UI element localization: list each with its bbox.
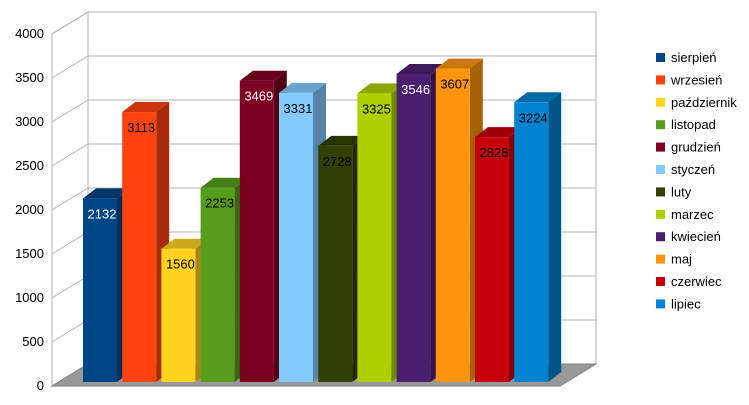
- data-label: 3113: [127, 120, 155, 135]
- gridline: [51, 55, 596, 79]
- y-tick-label: 500: [22, 334, 44, 349]
- legend: sierpień wrzesień październik listopad grudz…: [656, 50, 737, 311]
- bar-top: [435, 58, 483, 69]
- bar-front: [161, 248, 196, 382]
- y-tick-label: 2500: [15, 158, 44, 173]
- data-label: 3331: [284, 101, 313, 116]
- legend-swatch: [656, 277, 665, 286]
- bar-front: [239, 80, 274, 382]
- bar-front: [435, 68, 470, 383]
- bar-top: [318, 135, 366, 146]
- y-tick-label: 2000: [15, 202, 44, 217]
- legend-label: listopad: [671, 117, 716, 132]
- legend-item: październik: [656, 95, 737, 110]
- bar-top: [357, 83, 405, 94]
- bar-group: [83, 58, 562, 383]
- legend-label: marzec: [671, 207, 714, 222]
- bar-side: [548, 92, 562, 383]
- bar-wrzesień: [122, 102, 170, 382]
- legend-swatch: [656, 187, 665, 197]
- legend-swatch: [656, 120, 665, 130]
- bar-lipiec: [514, 92, 562, 383]
- legend-swatch: [656, 165, 665, 174]
- bar-top: [475, 127, 522, 138]
- data-label: 2828: [480, 145, 509, 160]
- bar-top: [239, 70, 287, 81]
- bar-top: [200, 177, 248, 188]
- legend-item: kwiecień: [656, 229, 721, 244]
- data-label: 3469: [244, 89, 273, 104]
- legend-swatch: [656, 232, 665, 242]
- bar-sierpień: [83, 188, 130, 382]
- legend-swatch: [656, 97, 665, 107]
- data-label: 3546: [401, 82, 430, 97]
- legend-label: styczeń: [671, 162, 715, 177]
- y-axis: 0 500 1000 1500 2000 2500 3000 3500 4000: [15, 26, 44, 393]
- bar-top: [122, 102, 170, 113]
- legend-item: listopad: [656, 117, 716, 132]
- bar-front: [475, 137, 509, 382]
- bar-top: [161, 238, 209, 249]
- bar-top: [514, 92, 562, 103]
- bar-top: [279, 82, 326, 93]
- data-label: 3325: [362, 101, 391, 116]
- legend-item: maj: [656, 252, 692, 267]
- legend-item: wrzesień: [656, 72, 722, 87]
- bar-front: [279, 92, 313, 382]
- bar-maj: [435, 58, 483, 383]
- legend-label: wrzesień: [670, 72, 722, 87]
- legend-label: sierpień: [671, 50, 717, 65]
- legend-label: lipiec: [671, 296, 701, 311]
- data-label: 1560: [166, 257, 195, 272]
- data-label: 2132: [88, 206, 117, 221]
- legend-item: marzec: [656, 207, 714, 222]
- y-tick-label: 0: [37, 378, 44, 393]
- legend-label: luty: [671, 184, 692, 199]
- legend-label: październik: [671, 95, 737, 110]
- legend-swatch: [656, 75, 665, 85]
- legend-item: lipiec: [656, 296, 701, 311]
- y-tick-label: 4000: [15, 26, 44, 41]
- data-label: 3607: [440, 77, 469, 92]
- legend-label: grudzień: [671, 140, 721, 155]
- legend-swatch: [656, 254, 665, 264]
- bar-front: [318, 145, 353, 382]
- y-tick-label: 3000: [15, 114, 44, 129]
- bar-front: [122, 112, 157, 382]
- legend-item: styczeń: [656, 162, 715, 177]
- data-label: 3224: [519, 110, 548, 125]
- legend-label: maj: [671, 252, 692, 267]
- data-labels: 2132 3113 1560 2253 3469 3331 2728 3325 3546 3607…: [88, 77, 548, 272]
- legend-swatch: [656, 299, 665, 309]
- bar-front: [357, 93, 392, 383]
- bar-top: [396, 63, 444, 74]
- y-tick-label: 3500: [15, 70, 44, 85]
- bar-front: [83, 198, 117, 382]
- legend-item: luty: [656, 184, 692, 199]
- legend-item: sierpień: [656, 50, 717, 65]
- y-tick-label: 1500: [15, 246, 44, 261]
- legend-swatch: [656, 142, 665, 152]
- legend-swatch: [656, 53, 665, 62]
- data-label: 2253: [205, 196, 234, 211]
- data-label: 2728: [323, 154, 352, 169]
- bar-front: [200, 187, 235, 382]
- legend-item: grudzień: [656, 140, 721, 155]
- legend-item: czerwiec: [656, 274, 722, 289]
- bar-top: [83, 188, 130, 199]
- y-tick-label: 1000: [15, 290, 44, 305]
- bar-front: [514, 102, 549, 383]
- bar-front: [396, 73, 431, 383]
- legend-swatch: [656, 209, 665, 219]
- legend-label: kwiecień: [671, 229, 721, 244]
- legend-label: czerwiec: [671, 274, 722, 289]
- bar-kwiecień: [396, 63, 444, 383]
- gridline: [51, 11, 596, 35]
